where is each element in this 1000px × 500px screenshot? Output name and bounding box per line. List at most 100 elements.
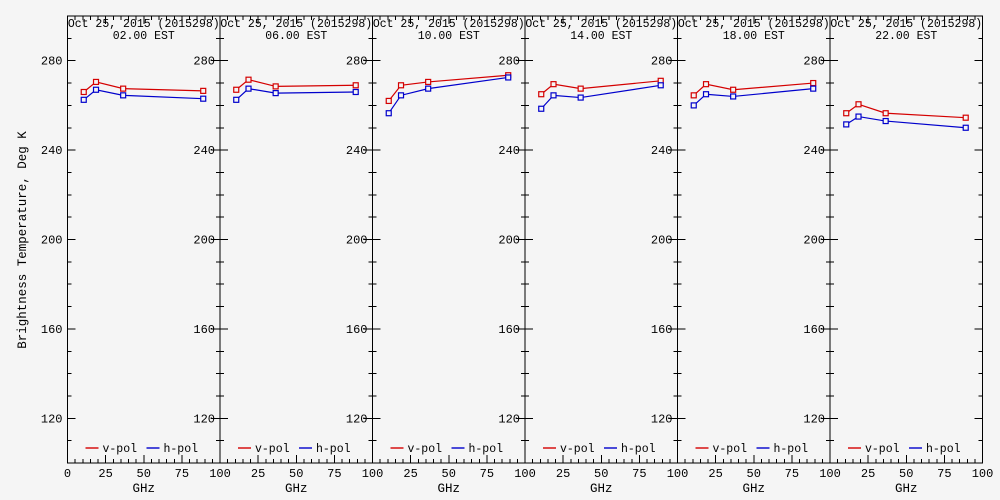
panel-title-date: Oct 25, 2015 (2015298) <box>68 18 220 31</box>
v-pol-line <box>845 103 966 119</box>
v-pol-marker <box>882 110 889 117</box>
y-tick-label: 160 <box>498 323 520 337</box>
y-tick-label: 200 <box>41 234 63 248</box>
panel-4 <box>677 15 831 464</box>
x-tick-label: 75 <box>480 467 494 481</box>
y-tick-label: 160 <box>803 323 825 337</box>
h-pol-marker <box>962 124 969 131</box>
x-tick-label: 50 <box>747 467 761 481</box>
h-pol-marker <box>200 95 207 102</box>
h-pol-marker <box>120 92 127 99</box>
v-pol-marker <box>843 110 850 117</box>
y-tick-label: 240 <box>498 144 520 158</box>
y-tick-label: 120 <box>803 412 825 426</box>
h-pol-marker <box>843 121 850 128</box>
y-tick-label: 160 <box>346 323 368 337</box>
v-pol-marker <box>855 101 862 108</box>
panel-title-date: Oct 25, 2015 (2015298) <box>373 18 525 31</box>
x-tick-label: 25 <box>403 467 417 481</box>
y-tick-label: 200 <box>193 234 215 248</box>
v-pol-marker <box>92 78 100 86</box>
h-pol-marker <box>352 88 359 96</box>
v-pol-marker <box>538 91 545 98</box>
y-tick-label: 120 <box>346 412 368 426</box>
x-tick-label: 75 <box>632 467 646 481</box>
x-tick-label: 50 <box>899 467 913 481</box>
h-pol-marker <box>657 82 664 89</box>
x-axis-unit-label: GHz <box>742 482 765 496</box>
v-pol-marker <box>397 82 405 89</box>
legend-h-pol-label: h-pol <box>316 443 351 456</box>
legend-h-pol-label: h-pol <box>774 443 809 456</box>
h-pol-line <box>388 76 509 114</box>
panel-title-date: Oct 25, 2015 (2015298) <box>525 18 677 31</box>
v-pol-marker <box>200 87 207 94</box>
x-tick-label: 50 <box>442 467 456 481</box>
h-pol-marker <box>882 117 889 125</box>
panel-title-time: 02.00 EST <box>113 30 175 43</box>
x-tick-label: 25 <box>708 467 722 481</box>
y-tick-label: 200 <box>803 234 825 248</box>
y-tick-label: 240 <box>193 144 215 158</box>
v-pol-line <box>388 74 509 102</box>
x-tick-label: 50 <box>137 467 151 481</box>
y-tick-label: 280 <box>346 55 368 69</box>
x-axis-unit-label: GHz <box>285 482 308 496</box>
legend-v-pol-label: v-pol <box>103 443 138 456</box>
h-pol-line <box>845 115 966 129</box>
y-tick-label: 120 <box>651 412 673 426</box>
v-pol-marker <box>80 88 87 96</box>
y-tick-label: 160 <box>651 323 673 337</box>
x-axis-unit-label: GHz <box>132 482 155 496</box>
h-pol-marker <box>425 85 432 92</box>
h-pol-marker <box>233 96 240 103</box>
v-pol-marker <box>385 97 392 105</box>
v-pol-marker <box>245 76 252 83</box>
h-pol-line <box>540 84 661 110</box>
y-tick-label: 160 <box>193 323 215 337</box>
h-pol-marker <box>505 74 512 81</box>
y-tick-label: 240 <box>346 144 368 158</box>
x-tick-label: 75 <box>937 467 951 481</box>
y-tick-label: 120 <box>41 412 63 426</box>
x-axis-unit-label: GHz <box>437 482 460 496</box>
y-tick-label: 280 <box>193 55 215 69</box>
x-tick-label: 25 <box>98 467 112 481</box>
y-tick-label: 120 <box>193 412 215 426</box>
v-pol-marker <box>962 114 969 121</box>
h-pol-marker <box>272 90 279 97</box>
x-tick-label: 100 <box>972 467 994 481</box>
panel-title-time: 18.00 EST <box>723 30 785 43</box>
x-tick-label: 50 <box>289 467 303 481</box>
y-axis-title: Brightness Temperature, Deg K <box>16 131 30 349</box>
v-pol-marker <box>233 86 240 93</box>
v-pol-marker <box>272 83 279 90</box>
y-tick-label: 120 <box>498 412 520 426</box>
panel-title-date: Oct 25, 2015 (2015298) <box>678 18 830 31</box>
h-pol-marker <box>577 94 584 101</box>
panel-0 <box>67 15 221 464</box>
h-pol-marker <box>702 91 710 98</box>
panel-2 <box>372 15 526 464</box>
v-pol-marker <box>577 85 584 92</box>
panel-title-date: Oct 25, 2015 (2015298) <box>220 18 372 31</box>
h-pol-marker <box>80 96 87 103</box>
legend-h-pol-label: h-pol <box>621 443 656 456</box>
h-pol-marker <box>550 92 557 99</box>
h-pol-marker <box>92 86 100 93</box>
x-tick-label: 25 <box>251 467 265 481</box>
v-pol-marker <box>702 81 710 88</box>
v-pol-marker <box>425 78 432 86</box>
x-tick-label: 50 <box>594 467 608 481</box>
y-tick-label: 200 <box>346 234 368 248</box>
v-pol-marker <box>810 79 817 87</box>
h-pol-marker <box>538 105 545 112</box>
v-pol-line <box>693 82 814 96</box>
v-pol-marker <box>352 82 359 89</box>
y-tick-label: 240 <box>651 144 673 158</box>
x-tick-label: 100 <box>514 467 536 481</box>
x-tick-label: 100 <box>667 467 689 481</box>
x-tick-label: 75 <box>785 467 799 481</box>
